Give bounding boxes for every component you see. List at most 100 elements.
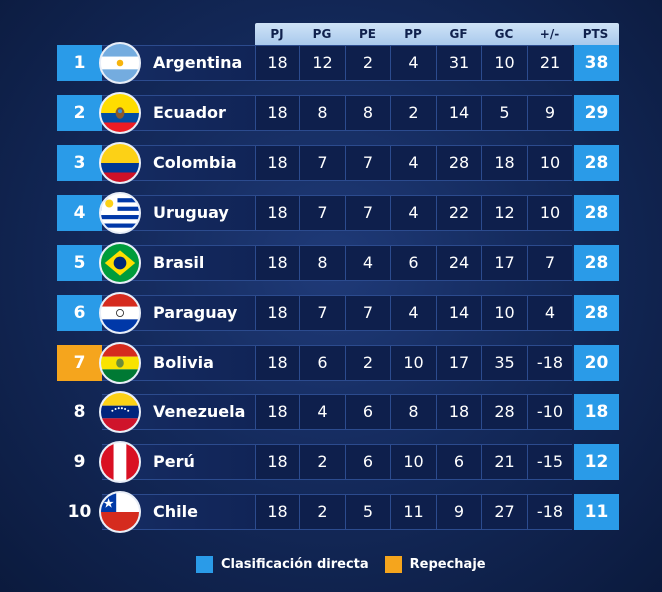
stat-diff: -18 — [527, 346, 572, 380]
points-cell: 28 — [574, 145, 619, 181]
colombia-flag-icon — [99, 142, 141, 184]
stat-pg: 2 — [299, 445, 345, 479]
stat-pg: 7 — [299, 146, 345, 180]
stat-pg: 8 — [299, 96, 345, 130]
stats-group: 18 12 2 4 31 10 21 — [255, 45, 572, 81]
stat-pp: 8 — [390, 395, 436, 429]
stat-pg: 4 — [299, 395, 345, 429]
stats-group: 18 8 8 2 14 5 9 — [255, 95, 572, 131]
stat-pe: 6 — [345, 395, 390, 429]
stat-gf: 14 — [436, 296, 481, 330]
legend: Clasificación directa Repechaje — [196, 556, 502, 573]
legend-item-repechaje: Repechaje — [384, 556, 486, 573]
stat-pg: 6 — [299, 346, 345, 380]
stats-group: 18 2 5 11 9 27 -18 — [255, 494, 572, 530]
stat-pe: 6 — [345, 445, 390, 479]
stat-pp: 4 — [390, 196, 436, 230]
table-row: 1 Argentina 18 12 2 4 31 10 21 38 — [57, 42, 619, 84]
stat-pe: 2 — [345, 46, 390, 80]
stat-gc: 35 — [481, 346, 527, 380]
argentina-flag-icon — [99, 42, 141, 84]
stat-pe: 2 — [345, 346, 390, 380]
points-cell: 11 — [574, 494, 619, 530]
stat-pj: 18 — [255, 196, 299, 230]
position-cell: 3 — [57, 145, 102, 181]
brasil-flag-icon — [99, 242, 141, 284]
team-name: Brasil — [153, 253, 205, 272]
stat-pg: 7 — [299, 196, 345, 230]
points-cell: 12 — [574, 444, 619, 480]
table-row: 5 Brasil 18 8 4 6 24 17 7 28 — [57, 242, 619, 284]
column-header-pts: PTS — [582, 27, 609, 41]
stat-gf: 18 — [436, 395, 481, 429]
position-cell: 2 — [57, 95, 102, 131]
paraguay-flag-icon — [99, 292, 141, 334]
table-header: PJ PG PE PP GF GC +/- PTS — [255, 23, 619, 45]
stat-pe: 5 — [345, 495, 390, 529]
stat-gc: 10 — [481, 46, 527, 80]
stat-gf: 24 — [436, 246, 481, 280]
table-row: 10 Chile 18 2 5 11 9 27 -18 11 — [57, 491, 619, 533]
stat-gf: 28 — [436, 146, 481, 180]
position-cell: 6 — [57, 295, 102, 331]
stats-group: 18 4 6 8 18 28 -10 — [255, 394, 572, 430]
stat-pp: 11 — [390, 495, 436, 529]
stat-pe: 7 — [345, 146, 390, 180]
stat-diff: 9 — [527, 96, 572, 130]
stat-pj: 18 — [255, 46, 299, 80]
position-cell: 4 — [57, 195, 102, 231]
venezuela-flag-icon — [99, 391, 141, 433]
stat-gc: 28 — [481, 395, 527, 429]
legend-item-direct: Clasificación directa — [196, 556, 369, 573]
stats-group: 18 2 6 10 6 21 -15 — [255, 444, 572, 480]
stat-pe: 8 — [345, 96, 390, 130]
stat-pe: 4 — [345, 246, 390, 280]
stat-pe: 7 — [345, 296, 390, 330]
stat-diff: 7 — [527, 246, 572, 280]
stat-gc: 18 — [481, 146, 527, 180]
stat-pp: 10 — [390, 346, 436, 380]
stat-pj: 18 — [255, 495, 299, 529]
stat-pp: 4 — [390, 46, 436, 80]
table-row: 3 Colombia 18 7 7 4 28 18 10 28 — [57, 142, 619, 184]
team-name: Bolivia — [153, 353, 214, 372]
stat-diff: 10 — [527, 146, 572, 180]
stat-pp: 2 — [390, 96, 436, 130]
position-cell: 9 — [73, 452, 86, 472]
stat-gc: 12 — [481, 196, 527, 230]
team-name: Venezuela — [153, 402, 246, 421]
team-name: Uruguay — [153, 203, 229, 222]
table-row: 7 Bolivia 18 6 2 10 17 35 -18 20 — [57, 342, 619, 384]
team-name: Colombia — [153, 153, 237, 172]
team-name: Chile — [153, 502, 198, 521]
legend-swatch-repechaje — [384, 556, 402, 573]
stat-gf: 17 — [436, 346, 481, 380]
table-row: 6 Paraguay 18 7 7 4 14 10 4 28 — [57, 292, 619, 334]
stat-diff: 21 — [527, 46, 572, 80]
stat-gc: 5 — [481, 96, 527, 130]
stat-pj: 18 — [255, 146, 299, 180]
points-cell: 29 — [574, 95, 619, 131]
stat-gc: 27 — [481, 495, 527, 529]
column-header-gf: GF — [449, 27, 468, 41]
stats-group: 18 7 7 4 28 18 10 — [255, 145, 572, 181]
stat-pj: 18 — [255, 346, 299, 380]
stats-group: 18 7 7 4 14 10 4 — [255, 295, 572, 331]
stat-pg: 7 — [299, 296, 345, 330]
stat-gf: 6 — [436, 445, 481, 479]
points-cell: 28 — [574, 245, 619, 281]
team-name: Argentina — [153, 53, 243, 72]
stat-pj: 18 — [255, 246, 299, 280]
chile-flag-icon — [99, 491, 141, 533]
legend-label-repechaje: Repechaje — [409, 557, 486, 572]
position-cell: 7 — [57, 345, 102, 381]
column-header-pe: PE — [359, 27, 376, 41]
stat-gf: 9 — [436, 495, 481, 529]
stat-pg: 8 — [299, 246, 345, 280]
legend-swatch-direct — [196, 556, 213, 573]
points-cell: 18 — [574, 394, 619, 430]
team-name: Paraguay — [153, 303, 238, 322]
stat-diff: 4 — [527, 296, 572, 330]
stat-gc: 17 — [481, 246, 527, 280]
legend-label-direct: Clasificación directa — [221, 557, 369, 572]
